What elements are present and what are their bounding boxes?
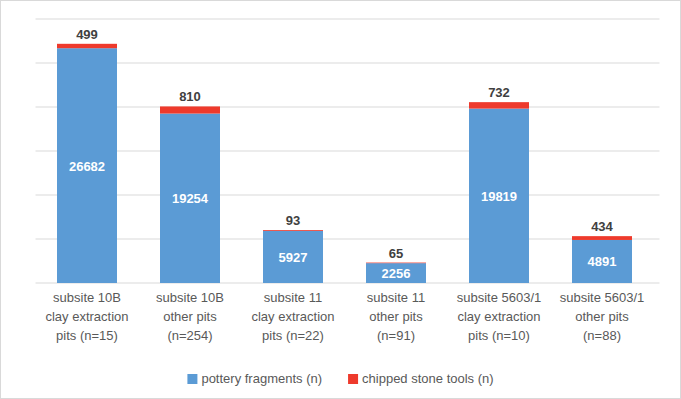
data-label: 732 (488, 85, 510, 100)
x-tick-label: subsite 5603/1 other pits (n=88) (560, 290, 645, 343)
x-tick-label-line: clay extraction (251, 309, 334, 324)
bar (366, 262, 426, 264)
grid-line (36, 107, 660, 108)
data-label: 93 (286, 213, 300, 228)
bar (469, 109, 529, 283)
legend-item: chipped stone tools (n) (348, 371, 494, 386)
data-label: 2256 (382, 266, 411, 281)
grid-line (36, 239, 660, 240)
x-tick-label-line: other pits (163, 309, 217, 324)
x-tick-label-line: other pits (575, 309, 629, 324)
bar (263, 231, 323, 283)
data-label: 19254 (172, 191, 209, 206)
x-tick-label: subsite 11 clay extraction pits (n=22) (251, 290, 334, 343)
x-tick-label-line: (n=254) (167, 328, 212, 343)
legend-label: pottery fragments (n) (201, 371, 322, 386)
x-tick-label-line: clay extraction (457, 309, 540, 324)
x-tick-label-line: (n=88) (583, 328, 621, 343)
x-tick-label-line: (n=91) (377, 328, 415, 343)
bar (572, 236, 632, 240)
grid-line (36, 151, 660, 152)
grid-line (36, 283, 660, 284)
data-label: 5927 (279, 250, 308, 265)
legend-item: pottery fragments (n) (187, 371, 322, 386)
grid-line (36, 19, 660, 20)
x-tick-label-line: pits (n=22) (262, 328, 324, 343)
bar (469, 102, 529, 108)
legend-swatch (348, 374, 358, 384)
data-label: 434 (591, 219, 613, 234)
chart: 26682 19254 5927 2256 19819 4891 499 810 93 65 732… (0, 0, 681, 399)
bar (366, 263, 426, 283)
bar (57, 44, 117, 48)
chart-frame (1, 1, 681, 399)
data-label: 810 (179, 89, 201, 104)
x-tick-label-line: pits (n=15) (56, 328, 118, 343)
legend-label: chipped stone tools (n) (362, 371, 494, 386)
x-tick-label-line: subsite 5603/1 (457, 290, 542, 305)
x-tick-label-line: subsite 10B (156, 290, 224, 305)
data-labels: 26682 19254 5927 2256 19819 4891 499 810 93 65 732… (69, 27, 617, 281)
data-label: 19819 (481, 189, 517, 204)
grid (36, 19, 660, 283)
grid-line (36, 195, 660, 196)
bar (160, 114, 220, 283)
data-label: 65 (389, 246, 403, 261)
x-tick-label-line: subsite 11 (367, 290, 425, 305)
legend-swatch (187, 374, 197, 384)
x-tick-label-line: subsite 5603/1 (560, 290, 645, 305)
data-label: 499 (76, 27, 98, 42)
bar (57, 48, 117, 283)
x-tick-label-line: subsite 11 (264, 290, 322, 305)
data-label: 4891 (588, 254, 617, 269)
grid-line (36, 63, 660, 64)
bar (160, 106, 220, 113)
x-tick-label-line: clay extraction (45, 309, 128, 324)
bars (57, 44, 632, 283)
bar (263, 230, 323, 232)
x-tick-label: subsite 10B clay extraction pits (n=15) (45, 290, 128, 343)
legend: pottery fragments (n) chipped stone tools… (187, 371, 493, 386)
x-tick-label-line: pits (n=10) (468, 328, 530, 343)
x-tick-label-line: subsite 10B (53, 290, 121, 305)
x-tick-label: subsite 5603/1 clay extraction pits (n=10) (457, 290, 542, 343)
x-tick-label: subsite 10B other pits (n=254) (156, 290, 224, 343)
x-tick-label-line: other pits (369, 309, 423, 324)
data-label: 26682 (69, 159, 105, 174)
x-tick-label: subsite 11 other pits (n=91) (367, 290, 425, 343)
bar (572, 240, 632, 283)
